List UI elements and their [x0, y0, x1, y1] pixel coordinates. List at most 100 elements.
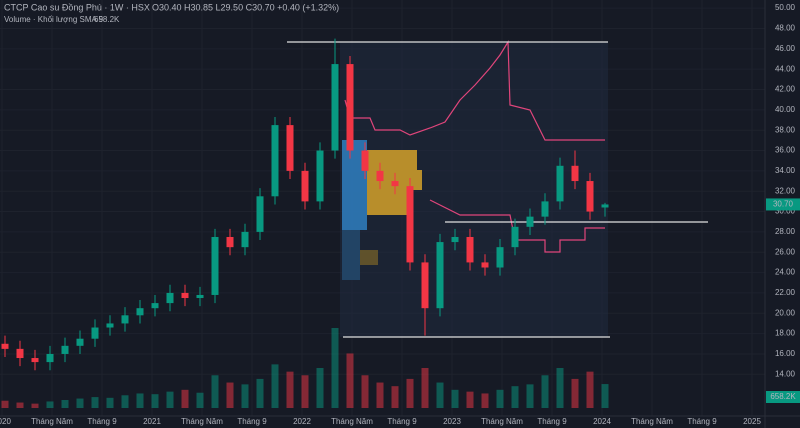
- y-tick-label: 32.00: [775, 186, 796, 195]
- candle-body: [136, 308, 144, 316]
- volume-bar: [181, 389, 189, 408]
- x-tick-label: Tháng Năm: [481, 417, 523, 426]
- volume: [1, 328, 609, 408]
- volume-bar: [31, 403, 39, 408]
- volume-bar: [601, 384, 609, 408]
- volume-bar: [541, 375, 549, 408]
- volume-bar: [151, 394, 159, 408]
- volume-bar: [496, 389, 504, 408]
- volume-bar: [286, 371, 294, 408]
- volume-bar: [331, 328, 339, 408]
- y-tick-label: 40.00: [775, 105, 796, 114]
- candle-body: [541, 201, 549, 217]
- candle-body: [271, 125, 279, 197]
- volume-bar: [511, 386, 519, 408]
- volume-bar: [571, 378, 579, 408]
- x-tick-label: Tháng Năm: [181, 417, 223, 426]
- volume-bar: [436, 382, 444, 408]
- x-tick-label: 2020: [0, 417, 11, 426]
- x-tick-label: 2024: [593, 417, 611, 426]
- candle-body: [181, 292, 189, 299]
- volume-title: Volume · Khối lượng SMA 9: [4, 15, 104, 24]
- y-tick-label: 26.00: [775, 247, 796, 256]
- candle-body: [91, 327, 99, 339]
- candle-body: [76, 338, 84, 346]
- vwap-lower: [429, 199, 605, 253]
- candle-body: [16, 348, 24, 359]
- candles: [1, 38, 609, 371]
- volume-bar: [226, 382, 234, 408]
- last-volume-tag: [766, 391, 800, 403]
- volume-bar: [466, 391, 474, 408]
- y-tick-label: 30.00: [775, 207, 796, 216]
- candle-body: [196, 294, 204, 299]
- candle-body: [226, 236, 234, 248]
- volume-bar: [271, 364, 279, 408]
- candle-body: [1, 343, 9, 349]
- volume-bar: [586, 371, 594, 408]
- x-tick-label: Tháng Năm: [331, 417, 373, 426]
- volume-bar: [61, 400, 69, 408]
- candle-body: [586, 181, 594, 212]
- candle-body: [361, 150, 369, 171]
- volume-bar: [1, 400, 9, 408]
- volume-bar: [421, 368, 429, 408]
- profile-bar: [367, 150, 417, 170]
- candle-body: [511, 226, 519, 248]
- y-tick-label: 34.00: [775, 166, 796, 175]
- x-tick-label: 2022: [293, 417, 311, 426]
- candle-body: [466, 236, 474, 263]
- candle-body: [406, 186, 414, 263]
- x-tick-label: Tháng 9: [687, 417, 717, 426]
- y-tick-label: 22.00: [775, 288, 796, 297]
- price-axis: 50.00 48.00 46.00 44.00 42.00 40.00 38.00 36.00…: [775, 3, 796, 378]
- volume-text: 658.2K: [94, 15, 120, 24]
- candle-body: [421, 262, 429, 309]
- x-tick-label: 2023: [443, 417, 461, 426]
- profile-bar: [342, 230, 360, 280]
- candle-body: [286, 125, 294, 171]
- x-tick-label: 2021: [143, 417, 161, 426]
- candle-body: [166, 292, 174, 304]
- volume-bar: [481, 393, 489, 408]
- vwap-upper: [344, 39, 605, 141]
- last-volume-label: 658.2K: [770, 392, 796, 401]
- candle-body: [151, 303, 159, 309]
- volume-bar: [526, 384, 534, 408]
- candle-body: [211, 236, 219, 295]
- x-tick-label: Tháng Năm: [31, 417, 73, 426]
- y-tick-label: 16.00: [775, 349, 796, 358]
- x-tick-label: Tháng 9: [387, 417, 417, 426]
- y-tick-label: 24.00: [775, 268, 796, 277]
- volume-bar: [556, 368, 564, 408]
- candle-body: [241, 231, 249, 248]
- volume-bar: [361, 375, 369, 408]
- y-tick-label: 38.00: [775, 125, 796, 134]
- candle-body: [61, 345, 69, 354]
- volume-bar: [406, 378, 414, 408]
- volume-bar: [196, 392, 204, 408]
- symbol-title: CTCP Cao su Đồng Phú · 1W · HSX: [4, 2, 150, 12]
- y-tick-label: 44.00: [775, 64, 796, 73]
- candle-body: [376, 170, 384, 182]
- y-tick-label: 28.00: [775, 227, 796, 236]
- volume-bar: [301, 375, 309, 408]
- candle-body: [601, 204, 609, 208]
- volume-bar: [76, 398, 84, 408]
- volume-bar: [106, 397, 114, 408]
- x-tick-label: Tháng 9: [237, 417, 267, 426]
- y-tick-label: 42.00: [775, 85, 796, 94]
- candle-body: [331, 64, 339, 151]
- candle-body: [31, 358, 39, 363]
- profile-bar: [360, 250, 378, 265]
- candle-body: [106, 323, 114, 328]
- candle-body: [391, 181, 399, 187]
- x-tick-label: Tháng 9: [537, 417, 567, 426]
- time-axis: 2020 Tháng Năm Tháng 9 2021 Tháng Năm Tháng 9…: [0, 417, 761, 426]
- volume-bar: [136, 393, 144, 408]
- candle-body: [301, 170, 309, 202]
- volume-bar: [376, 382, 384, 408]
- y-tick-label: 46.00: [775, 44, 796, 53]
- candle-body: [571, 165, 579, 182]
